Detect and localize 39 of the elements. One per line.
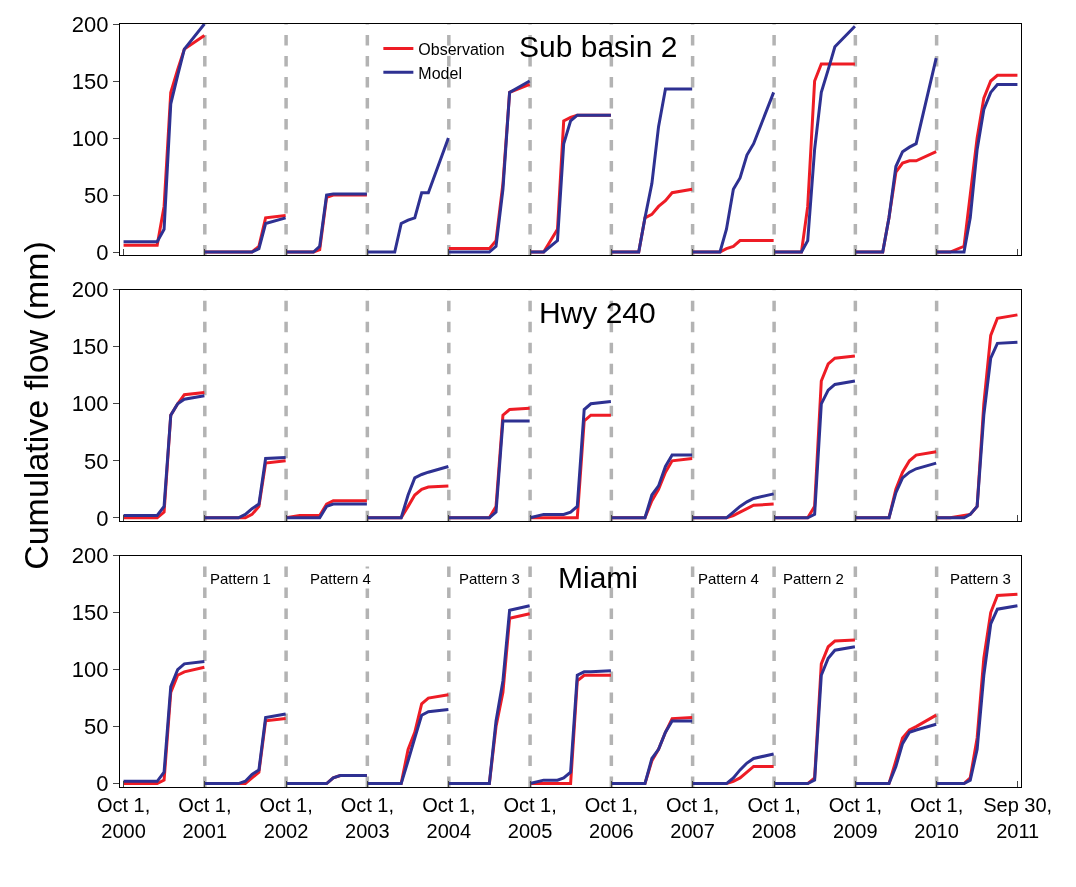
y-tick-label: 50 (84, 714, 109, 740)
y-tick-label: 50 (84, 448, 109, 474)
y-tick-label: 150 (71, 68, 109, 94)
y-tick-label: 100 (71, 391, 109, 417)
legend-label: Model (418, 64, 462, 82)
x-tick-label: Oct 1, 2001 (178, 794, 232, 843)
y-axis-title: Cumulative flow (mm) (17, 241, 56, 570)
annotation: Pattern 3 (459, 570, 520, 587)
y-tick-label: 0 (96, 239, 109, 265)
x-tick-label: Oct 1, 2002 (259, 794, 313, 843)
annotation: Pattern 4 (310, 570, 371, 587)
y-tick-label: 200 (71, 11, 109, 37)
x-tick-label: Oct 1, 2007 (665, 794, 720, 843)
x-tick-label: Oct 1, 2003 (340, 794, 395, 843)
annotation: Pattern 4 (698, 570, 759, 587)
legend-label: Observation (418, 40, 505, 58)
x-tick-label: Oct 1, 2009 (828, 794, 883, 843)
chart-title: Miami (558, 561, 638, 594)
y-tick-label: 100 (71, 125, 109, 151)
annotation: Pattern 1 (210, 570, 271, 587)
chart-title: Hwy 240 (539, 296, 656, 329)
x-tick-label: Sep 30, 2011 (983, 794, 1053, 843)
y-tick-label: 150 (71, 334, 109, 360)
y-tick-label: 0 (96, 505, 109, 531)
y-tick-label: 200 (71, 543, 109, 569)
x-tick-label: Oct 1, 2010 (909, 794, 964, 843)
x-tick-label: Oct 1, 2000 (96, 794, 151, 843)
x-tick-label: Oct 1, 2005 (503, 794, 557, 843)
chart-title: Sub basin 2 (519, 30, 678, 63)
y-tick-label: 100 (71, 657, 109, 683)
y-tick-label: 0 (96, 771, 109, 797)
annotation: Pattern 2 (783, 570, 844, 587)
y-tick-label: 200 (71, 277, 109, 303)
x-tick-label: Oct 1, 2004 (422, 794, 476, 843)
annotation: Pattern 3 (950, 570, 1011, 587)
y-tick-label: 150 (71, 600, 109, 626)
y-tick-label: 50 (84, 182, 109, 208)
x-tick-label: Oct 1, 2008 (747, 794, 801, 843)
x-tick-label: Oct 1, 2006 (584, 794, 639, 843)
